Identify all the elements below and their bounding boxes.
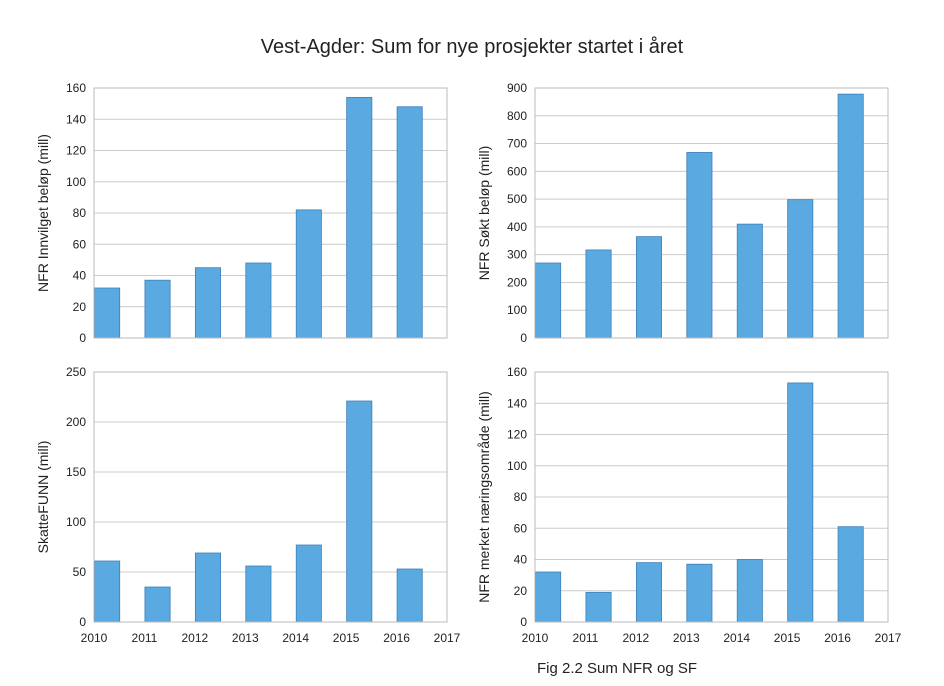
bar-2010 xyxy=(94,560,121,623)
y-tick-label: 140 xyxy=(66,112,86,126)
bar-2014 xyxy=(295,544,322,623)
bar-2014 xyxy=(736,559,763,623)
x-tick-label: 2011 xyxy=(573,631,599,645)
bar-2011 xyxy=(585,591,612,623)
y-tick-label: 0 xyxy=(79,615,86,629)
y-tick-label: 20 xyxy=(514,584,528,598)
chart-panel-1: 0 20 40 60 80 100 120 140 160 NFR Innvilget beløp… xyxy=(35,81,448,345)
x-tick-label: 2014 xyxy=(282,631,309,645)
x-tick-label: 2014 xyxy=(723,631,750,645)
y-tick-label: 120 xyxy=(66,144,86,158)
chart-panel-4: 0 20 40 60 80 100 120 140 160 2010 2011 2012 2013 201… xyxy=(476,365,902,645)
bar-2011 xyxy=(144,586,171,623)
y-tick-label: 0 xyxy=(79,331,86,345)
y-tick-label: 120 xyxy=(507,428,527,442)
y-tick-label: 150 xyxy=(66,465,86,479)
y-tick-label: 40 xyxy=(514,553,528,567)
y-tick-label: 60 xyxy=(73,237,87,251)
y-tick-label: 40 xyxy=(73,269,87,283)
bar-2016 xyxy=(837,93,864,339)
bar-2015 xyxy=(346,400,373,623)
bar-2011 xyxy=(144,279,171,339)
y-tick-label: 600 xyxy=(507,164,527,178)
bar-2012 xyxy=(194,552,221,623)
y-tick-label: 200 xyxy=(66,415,86,429)
bar-2011 xyxy=(585,249,612,339)
chart-panel-3: 0 50 100 150 200 250 2010 2011 2012 2013 2014 2015 2… xyxy=(35,365,461,645)
y-axis-label: NFR Innvilget beløp (mill) xyxy=(35,134,51,292)
bar-2016 xyxy=(396,568,423,623)
x-tick-label: 2016 xyxy=(383,631,410,645)
y-tick-label: 160 xyxy=(507,365,527,379)
bar-2012 xyxy=(194,267,221,339)
y-tick-label: 100 xyxy=(66,175,86,189)
plot-frame xyxy=(93,87,448,339)
x-tick-label: 2011 xyxy=(132,631,158,645)
y-axis-label: SkatteFUNN (mill) xyxy=(35,441,51,554)
bar-2014 xyxy=(736,223,763,339)
bar-2013 xyxy=(686,563,713,623)
y-tick-label: 60 xyxy=(514,521,528,535)
x-tick-label: 2017 xyxy=(875,631,902,645)
bar-2015 xyxy=(346,96,373,339)
bar-2016 xyxy=(396,106,423,339)
bar-2013 xyxy=(245,565,272,623)
bar-2013 xyxy=(686,152,713,339)
bar-2014 xyxy=(295,209,322,339)
y-axis-label: NFR Søkt beløp (mill) xyxy=(476,146,492,281)
x-tick-label: 2013 xyxy=(232,631,259,645)
plot-frame xyxy=(534,87,889,339)
y-tick-label: 20 xyxy=(73,300,87,314)
y-tick-label: 250 xyxy=(66,365,86,379)
y-tick-label: 80 xyxy=(514,490,528,504)
x-tick-label: 2012 xyxy=(182,631,209,645)
y-tick-label: 160 xyxy=(66,81,86,95)
plot-frame xyxy=(93,371,448,623)
y-tick-label: 80 xyxy=(73,206,87,220)
y-tick-label: 50 xyxy=(73,565,87,579)
y-axis-label: NFR merket næringsområde (mill) xyxy=(476,391,492,603)
x-tick-label: 2013 xyxy=(673,631,700,645)
y-tick-label: 200 xyxy=(507,275,527,289)
bar-2015 xyxy=(787,199,814,339)
bar-2016 xyxy=(837,526,864,623)
y-tick-label: 0 xyxy=(520,331,527,345)
y-tick-label: 500 xyxy=(507,192,527,206)
y-tick-label: 300 xyxy=(507,248,527,262)
y-tick-label: 100 xyxy=(507,459,527,473)
bar-2010 xyxy=(535,571,562,623)
y-tick-label: 800 xyxy=(507,109,527,123)
figure-caption: Fig 2.2 Sum NFR og SF xyxy=(537,660,698,677)
bar-2010 xyxy=(535,262,562,339)
chart-suptitle: Vest-Agder: Sum for nye prosjekter start… xyxy=(260,36,684,58)
bar-2015 xyxy=(787,382,814,623)
x-tick-label: 2012 xyxy=(623,631,650,645)
y-tick-label: 400 xyxy=(507,220,527,234)
y-tick-label: 100 xyxy=(507,303,527,317)
x-tick-label: 2015 xyxy=(774,631,801,645)
x-tick-label: 2010 xyxy=(81,631,108,645)
x-tick-label: 2017 xyxy=(434,631,461,645)
y-tick-label: 0 xyxy=(520,615,527,629)
bar-2010 xyxy=(94,287,121,339)
chart-panel-2: 0 100 200 300 400 500 600 700 800 900 NFR Søkt bel… xyxy=(476,81,889,345)
y-tick-label: 700 xyxy=(507,137,527,151)
bar-2012 xyxy=(635,236,662,339)
x-tick-label: 2016 xyxy=(824,631,851,645)
bar-2013 xyxy=(245,262,272,339)
plot-frame xyxy=(534,371,889,623)
x-tick-label: 2010 xyxy=(522,631,549,645)
bar-2012 xyxy=(635,562,662,623)
y-tick-label: 100 xyxy=(66,515,86,529)
y-tick-label: 900 xyxy=(507,81,527,95)
y-tick-label: 140 xyxy=(507,396,527,410)
x-tick-label: 2015 xyxy=(333,631,360,645)
